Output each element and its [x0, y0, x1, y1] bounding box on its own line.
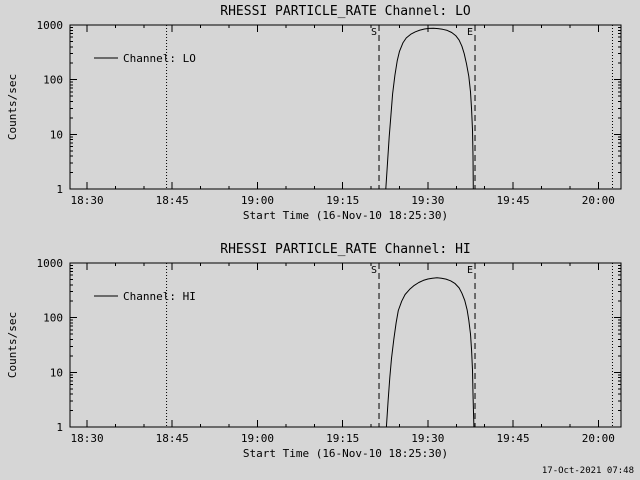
x-axis-tick-label: 20:00 — [582, 432, 615, 445]
event-marker-label: S — [371, 265, 377, 276]
chart-title: RHESSI PARTICLE_RATE Channel: LO — [220, 4, 471, 19]
series-line — [385, 277, 475, 428]
chart-title: RHESSI PARTICLE_RATE Channel: HI — [220, 242, 470, 257]
x-axis-tick-label: 19:45 — [497, 194, 530, 207]
x-axis-tick-label: 19:30 — [411, 194, 444, 207]
plot-frame — [69, 24, 622, 190]
legend-label: Channel: HI — [123, 290, 196, 303]
chart-panel-hi: RHESSI PARTICLE_RATE Channel: HI 1 10 100 10… — [0, 238, 640, 476]
event-marker-label: E — [467, 27, 473, 38]
y-axis-tick-label: 100 — [43, 74, 63, 87]
chart-panel-lo: RHESSI PARTICLE_RATE Channel: LO 1 10 100 10… — [0, 0, 640, 238]
x-axis-tick-label: 18:45 — [156, 194, 189, 207]
chart-svg: RHESSI PARTICLE_RATE Channel: LO 1 10 100 10… — [6, 4, 622, 222]
x-axis-tick-label: 19:00 — [241, 194, 274, 207]
x-axis-tick-label: 19:30 — [411, 432, 444, 445]
y-axis-tick-label: 100 — [43, 312, 63, 325]
x-axis-tick-label: 19:00 — [241, 432, 274, 445]
x-axis-tick-label: 18:30 — [70, 194, 103, 207]
legend-label: Channel: LO — [123, 52, 196, 65]
y-axis-tick-label: 10 — [50, 128, 63, 141]
event-marker-label: S — [371, 27, 377, 38]
y-axis-tick-label: 1 — [56, 183, 63, 196]
x-axis-tick-label: 20:00 — [582, 194, 615, 207]
y-axis-title: Counts/sec — [6, 312, 19, 378]
y-axis-tick-label: 1000 — [37, 19, 64, 32]
x-axis-tick-label: 19:45 — [497, 432, 530, 445]
y-axis-tick-label: 10 — [50, 366, 63, 379]
y-axis-title: Counts/sec — [6, 74, 19, 140]
y-axis-tick-label: 1 — [56, 421, 63, 434]
creation-timestamp: 17-Oct-2021 07:48 — [541, 466, 634, 476]
x-axis-tick-label: 18:30 — [70, 432, 103, 445]
y-axis-tick-label: 1000 — [37, 257, 64, 270]
series-line — [385, 27, 474, 190]
x-axis-tick-label: 19:15 — [326, 194, 359, 207]
x-axis-title: Start Time (16-Nov-10 18:25:30) — [243, 209, 448, 222]
x-axis-tick-label: 18:45 — [156, 432, 189, 445]
event-marker-label: E — [467, 265, 473, 276]
plot-frame — [69, 262, 622, 428]
x-axis-tick-label: 19:15 — [326, 432, 359, 445]
x-axis-title: Start Time (16-Nov-10 18:25:30) — [243, 447, 448, 460]
chart-svg: RHESSI PARTICLE_RATE Channel: HI 1 10 100 10… — [6, 242, 622, 460]
